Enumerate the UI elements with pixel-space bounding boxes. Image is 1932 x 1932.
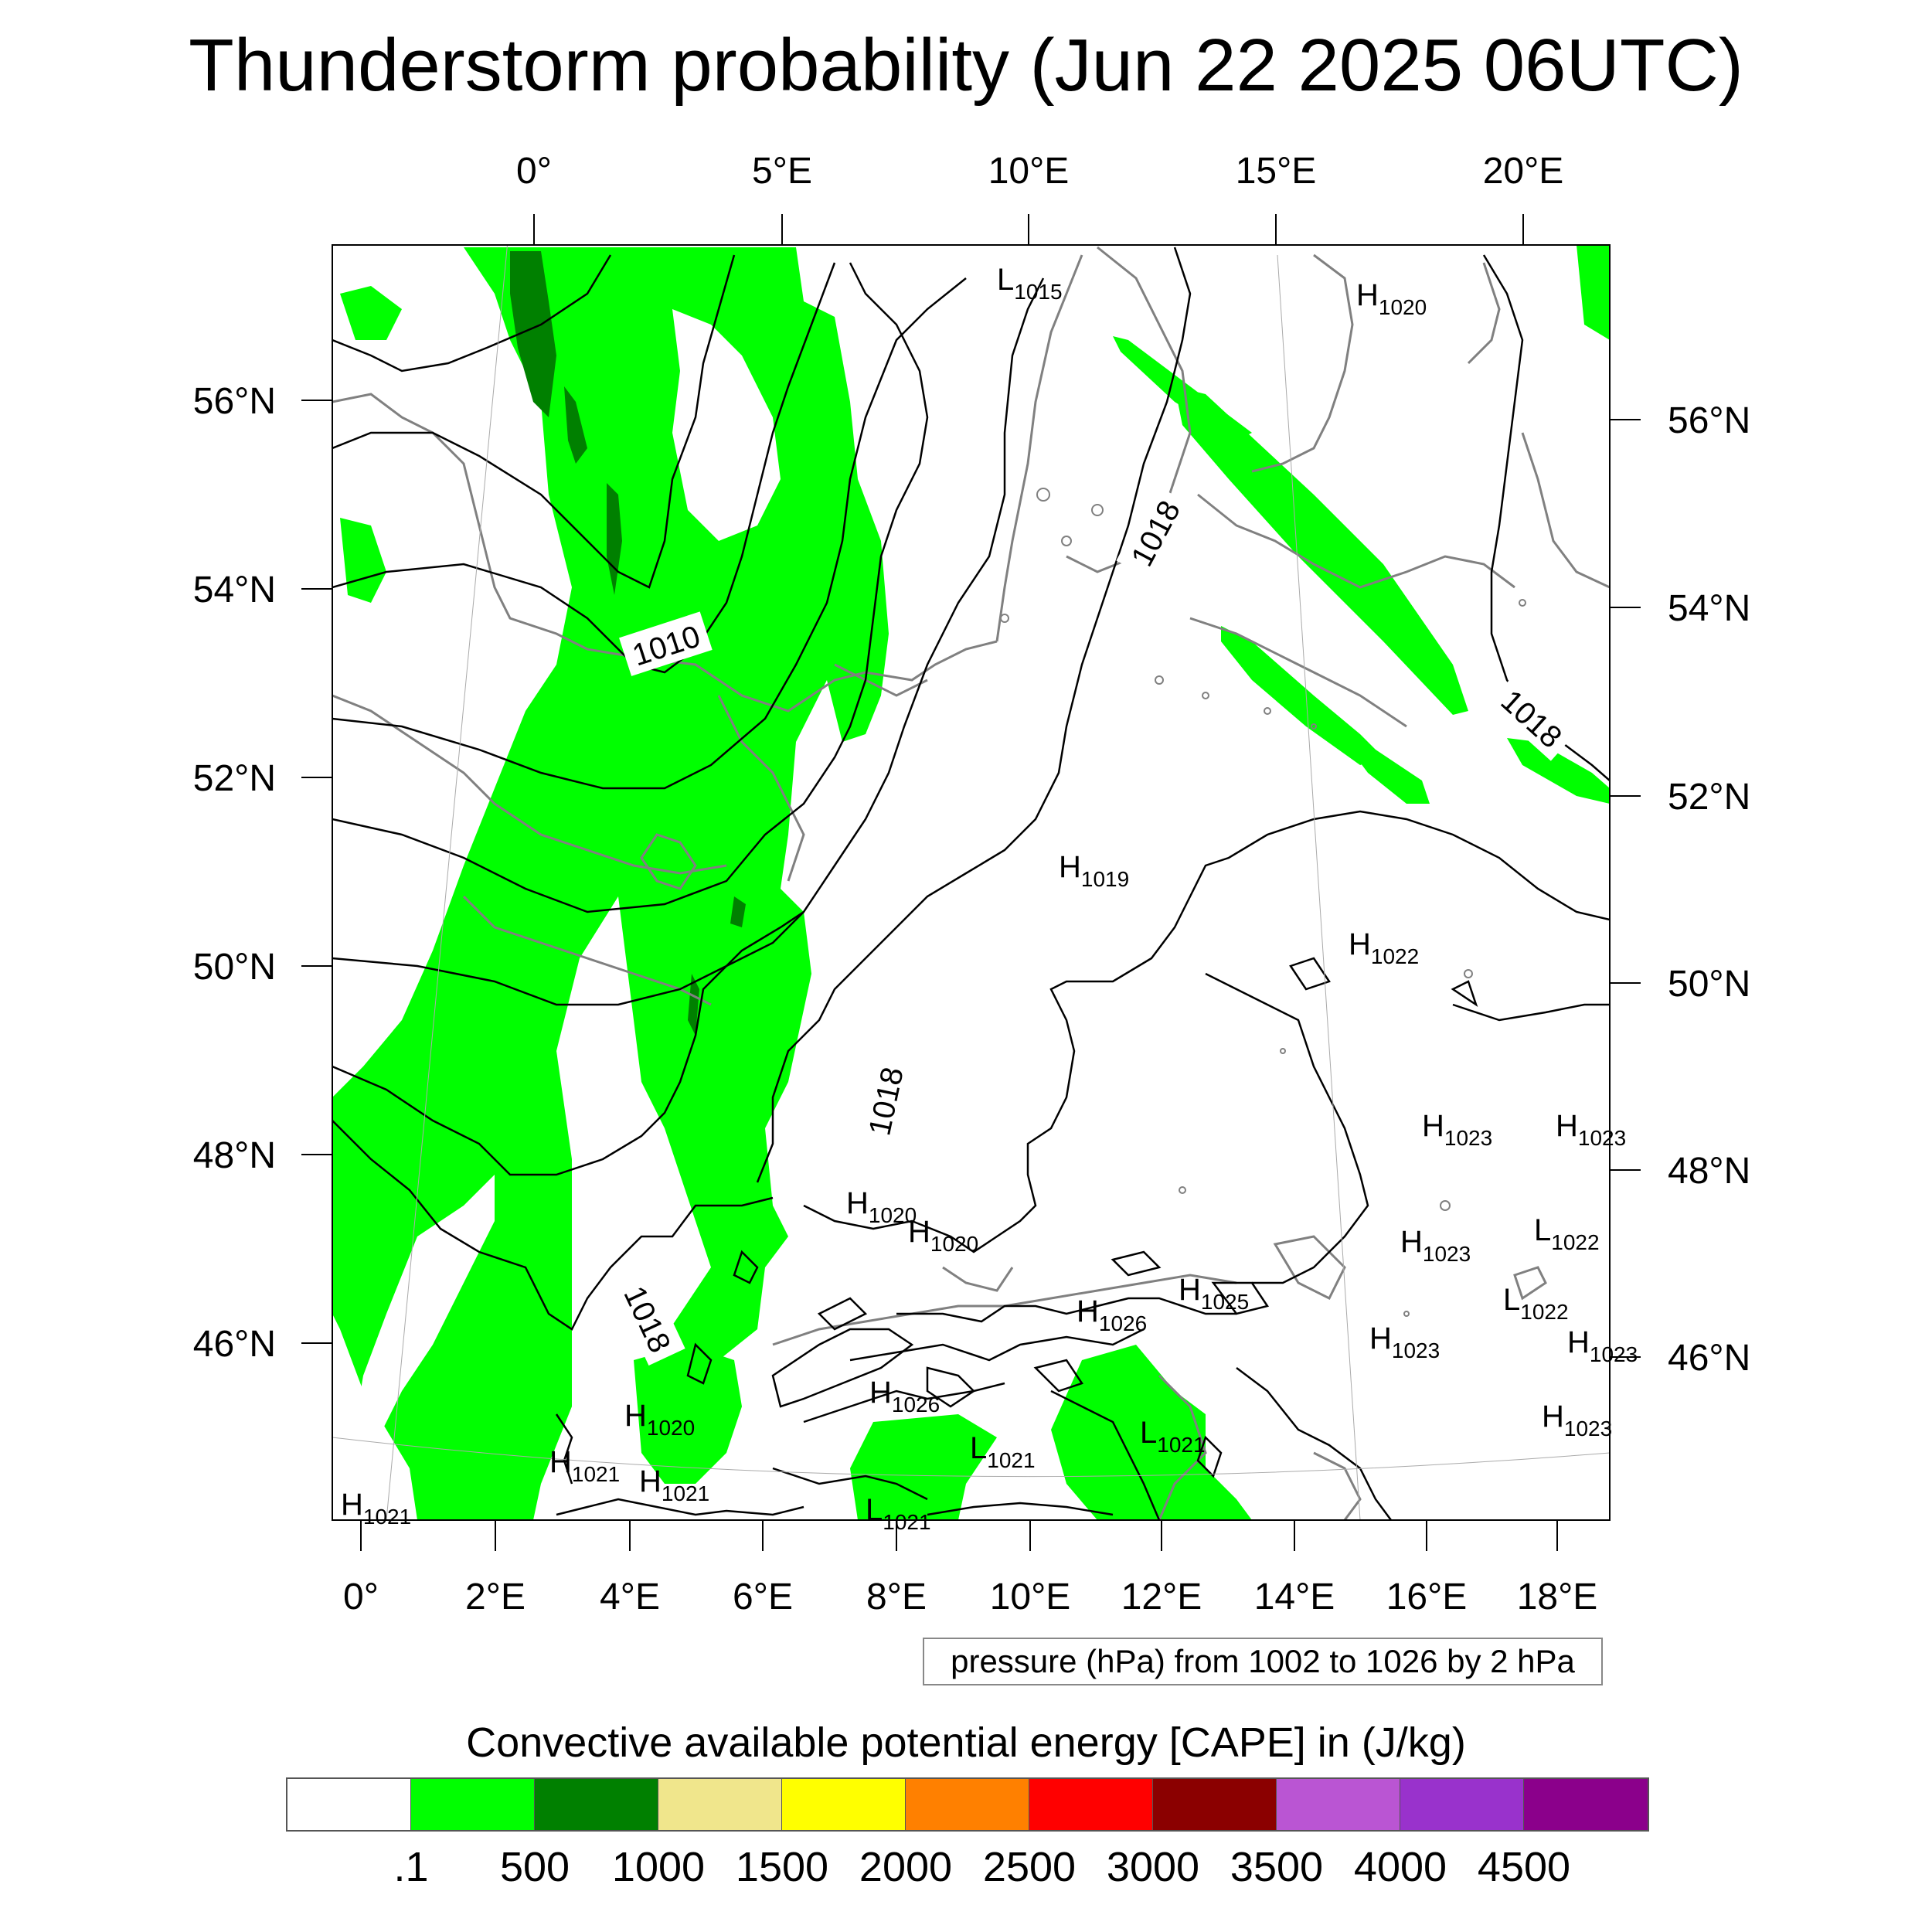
lat-label: 48°N (1668, 1151, 1750, 1192)
low-pressure-center: L1021 (866, 1493, 931, 1534)
graticule (332, 245, 1610, 1520)
high-pressure-center: H1023 (1567, 1325, 1638, 1366)
colorbar-tick-label: 1500 (735, 1844, 829, 1890)
colorbar-box (1524, 1779, 1648, 1830)
map-title: Thunderstorm probability (Jun 22 2025 06… (189, 24, 1743, 107)
low-pressure-center: L1022 (1534, 1213, 1600, 1254)
lat-label: 52°N (193, 758, 276, 799)
top-lon-labels: 0° 5°E 10°E 15°E 20°E (516, 151, 1563, 192)
colorbar-box (658, 1779, 782, 1830)
high-pressure-center: H1023 (1422, 1109, 1492, 1150)
lon-label: 10°E (988, 151, 1070, 192)
colorbar-tick-label: 2000 (859, 1844, 953, 1890)
high-pressure-center: H1021 (549, 1445, 620, 1486)
high-pressure-center: H1022 (1349, 927, 1419, 968)
colorbar-box (1029, 1779, 1153, 1830)
high-pressure-center: H1020 (846, 1186, 917, 1227)
lat-label: 50°N (1668, 964, 1750, 1005)
colorbar-tick-label: 4000 (1353, 1844, 1447, 1890)
high-pressure-center: H1020 (908, 1215, 978, 1256)
colorbar-box (411, 1779, 535, 1830)
lat-label: 50°N (193, 947, 276, 988)
high-pressure-center: H1023 (1556, 1109, 1626, 1150)
islands (1000, 488, 1526, 1317)
colorbar-tick-label: .1 (393, 1844, 429, 1890)
lon-label: 6°E (733, 1577, 793, 1617)
lon-label: 0° (516, 151, 552, 192)
high-pressure-center: H1025 (1179, 1273, 1249, 1314)
left-lat-labels: 56°N 54°N 52°N 50°N 48°N 46°N (193, 381, 276, 1365)
colorbar-tick-label: 1000 (611, 1844, 706, 1890)
cape-dark-green (510, 251, 746, 1036)
colorbar-tick-label: 4500 (1477, 1844, 1571, 1890)
high-pressure-center: H1023 (1542, 1400, 1612, 1440)
lon-label: 15°E (1236, 151, 1317, 192)
high-pressure-center: H1023 (1400, 1225, 1471, 1266)
low-pressure-center: L1015 (997, 263, 1063, 304)
colorbar-box (287, 1779, 411, 1830)
colorbar-box (1153, 1779, 1277, 1830)
colorbar-labels: .1 500 1000 1500 2000 2500 3000 3500 4000 4500 (0, 1843, 1932, 1897)
coastlines (332, 246, 1610, 1520)
colorbar-tick-label: 500 (499, 1844, 570, 1890)
high-pressure-center: H1020 (624, 1399, 695, 1440)
colorbar-tick-label: 3000 (1106, 1844, 1200, 1890)
high-pressure-center: H1026 (1077, 1294, 1147, 1335)
lat-label: 52°N (1668, 777, 1750, 818)
low-pressure-center: L1021 (970, 1431, 1036, 1472)
colorbar-box (1277, 1779, 1400, 1830)
lat-label: 46°N (1668, 1338, 1750, 1379)
lon-label: 14°E (1254, 1577, 1335, 1617)
low-pressure-center: L1021 (1140, 1416, 1206, 1457)
lat-label: 54°N (193, 570, 276, 611)
pressure-contour-note: pressure (hPa) from 1002 to 1026 by 2 hP… (923, 1638, 1603, 1685)
lon-label: 10°E (990, 1577, 1071, 1617)
lat-label: 48°N (193, 1135, 276, 1176)
high-pressure-center: H1021 (341, 1488, 411, 1529)
lon-label: 2°E (465, 1577, 526, 1617)
lon-label: 18°E (1517, 1577, 1598, 1617)
lon-label: 0° (343, 1577, 379, 1617)
high-pressure-center: H1021 (639, 1464, 709, 1505)
colorbar-box (782, 1779, 906, 1830)
colorbar-title: Convective available potential energy [C… (466, 1719, 1466, 1766)
colorbar-tick-label: 2500 (982, 1844, 1077, 1890)
colorbar-box (1400, 1779, 1524, 1830)
right-lat-labels: 56°N 54°N 52°N 50°N 48°N 46°N (1668, 400, 1750, 1379)
lon-label: 20°E (1483, 151, 1564, 192)
lon-label: 8°E (866, 1577, 927, 1617)
lat-label: 54°N (1668, 588, 1750, 629)
colorbar-box (535, 1779, 658, 1830)
lat-label: 56°N (1668, 400, 1750, 441)
colorbar-box (906, 1779, 1029, 1830)
tick-marks (301, 214, 1641, 1551)
lon-label: 12°E (1121, 1577, 1202, 1617)
colorbar-tick-label: 3500 (1230, 1844, 1324, 1890)
lon-label: 5°E (752, 151, 812, 192)
high-pressure-center: H1026 (869, 1376, 940, 1417)
high-pressure-center: H1023 (1369, 1321, 1440, 1362)
high-pressure-center: H1019 (1059, 850, 1129, 891)
high-pressure-center: H1020 (1356, 278, 1427, 319)
lat-label: 56°N (193, 381, 276, 422)
lon-label: 16°E (1386, 1577, 1468, 1617)
bottom-lon-labels: 0° 2°E 4°E 6°E 8°E 10°E 12°E 14°E 16°E 1… (343, 1577, 1597, 1617)
lat-label: 46°N (193, 1324, 276, 1365)
low-pressure-center: L1022 (1503, 1283, 1569, 1324)
lon-label: 4°E (600, 1577, 660, 1617)
colorbar (286, 1777, 1649, 1832)
